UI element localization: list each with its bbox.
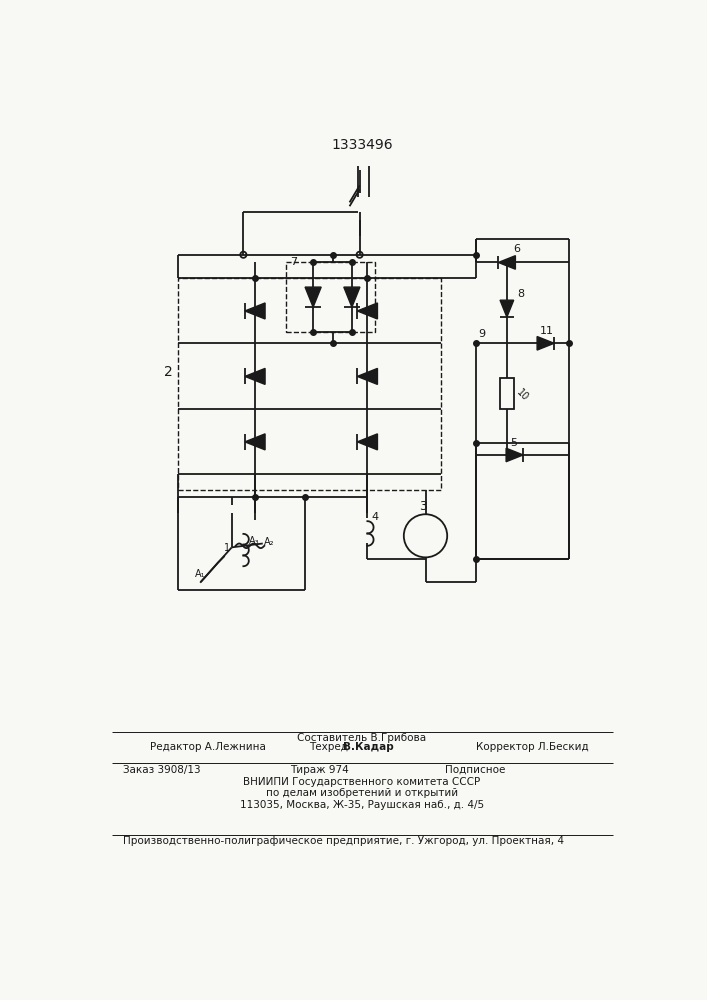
Polygon shape <box>357 434 378 450</box>
Text: 11: 11 <box>540 326 554 336</box>
Polygon shape <box>245 434 265 450</box>
Polygon shape <box>357 303 378 319</box>
Polygon shape <box>357 368 378 384</box>
Text: A₁: A₁ <box>194 569 205 579</box>
Bar <box>177 278 441 490</box>
Polygon shape <box>500 300 514 317</box>
Text: 113035, Москва, Ж-35, Раушская наб., д. 4/5: 113035, Москва, Ж-35, Раушская наб., д. … <box>240 800 484 810</box>
Text: 5: 5 <box>510 438 517 448</box>
Text: 10: 10 <box>515 387 530 403</box>
Polygon shape <box>344 287 360 307</box>
Polygon shape <box>506 448 523 462</box>
Text: Составитель В.Грибова: Составитель В.Грибова <box>298 733 426 743</box>
Text: Производственно-полиграфическое предприятие, г. Ужгород, ул. Проектная, 4: Производственно-полиграфическое предприя… <box>123 836 564 846</box>
Circle shape <box>356 252 363 258</box>
Text: 4: 4 <box>371 512 378 522</box>
Text: по делам изобретений и открытий: по делам изобретений и открытий <box>266 788 458 798</box>
Bar <box>286 262 375 332</box>
Text: 8: 8 <box>517 289 524 299</box>
Text: В.Кадар: В.Кадар <box>343 742 393 752</box>
Text: 3: 3 <box>419 500 427 513</box>
Text: Подписное: Подписное <box>445 765 506 775</box>
Text: 2: 2 <box>164 365 173 379</box>
Text: A₂: A₂ <box>264 537 275 547</box>
Text: A₃: A₃ <box>249 536 259 546</box>
Circle shape <box>240 252 247 258</box>
Polygon shape <box>245 303 265 319</box>
Text: ВНИИПИ Государственного комитета СССР: ВНИИПИ Государственного комитета СССР <box>243 777 481 787</box>
Polygon shape <box>498 256 515 269</box>
Text: Редактор А.Лежнина: Редактор А.Лежнина <box>151 742 267 752</box>
Text: 7: 7 <box>290 257 297 267</box>
Text: 1333496: 1333496 <box>331 138 393 152</box>
Text: Корректор Л.Бескид: Корректор Л.Бескид <box>476 742 588 752</box>
Polygon shape <box>245 368 265 384</box>
Bar <box>500 378 514 409</box>
Polygon shape <box>537 337 554 350</box>
Text: 6: 6 <box>513 244 520 254</box>
Polygon shape <box>305 287 321 307</box>
Text: 9: 9 <box>478 329 485 339</box>
Text: 1: 1 <box>224 543 230 553</box>
Text: Тираж 974: Тираж 974 <box>290 765 349 775</box>
Text: Техред: Техред <box>309 742 351 752</box>
Text: Заказ 3908/13: Заказ 3908/13 <box>123 765 201 775</box>
